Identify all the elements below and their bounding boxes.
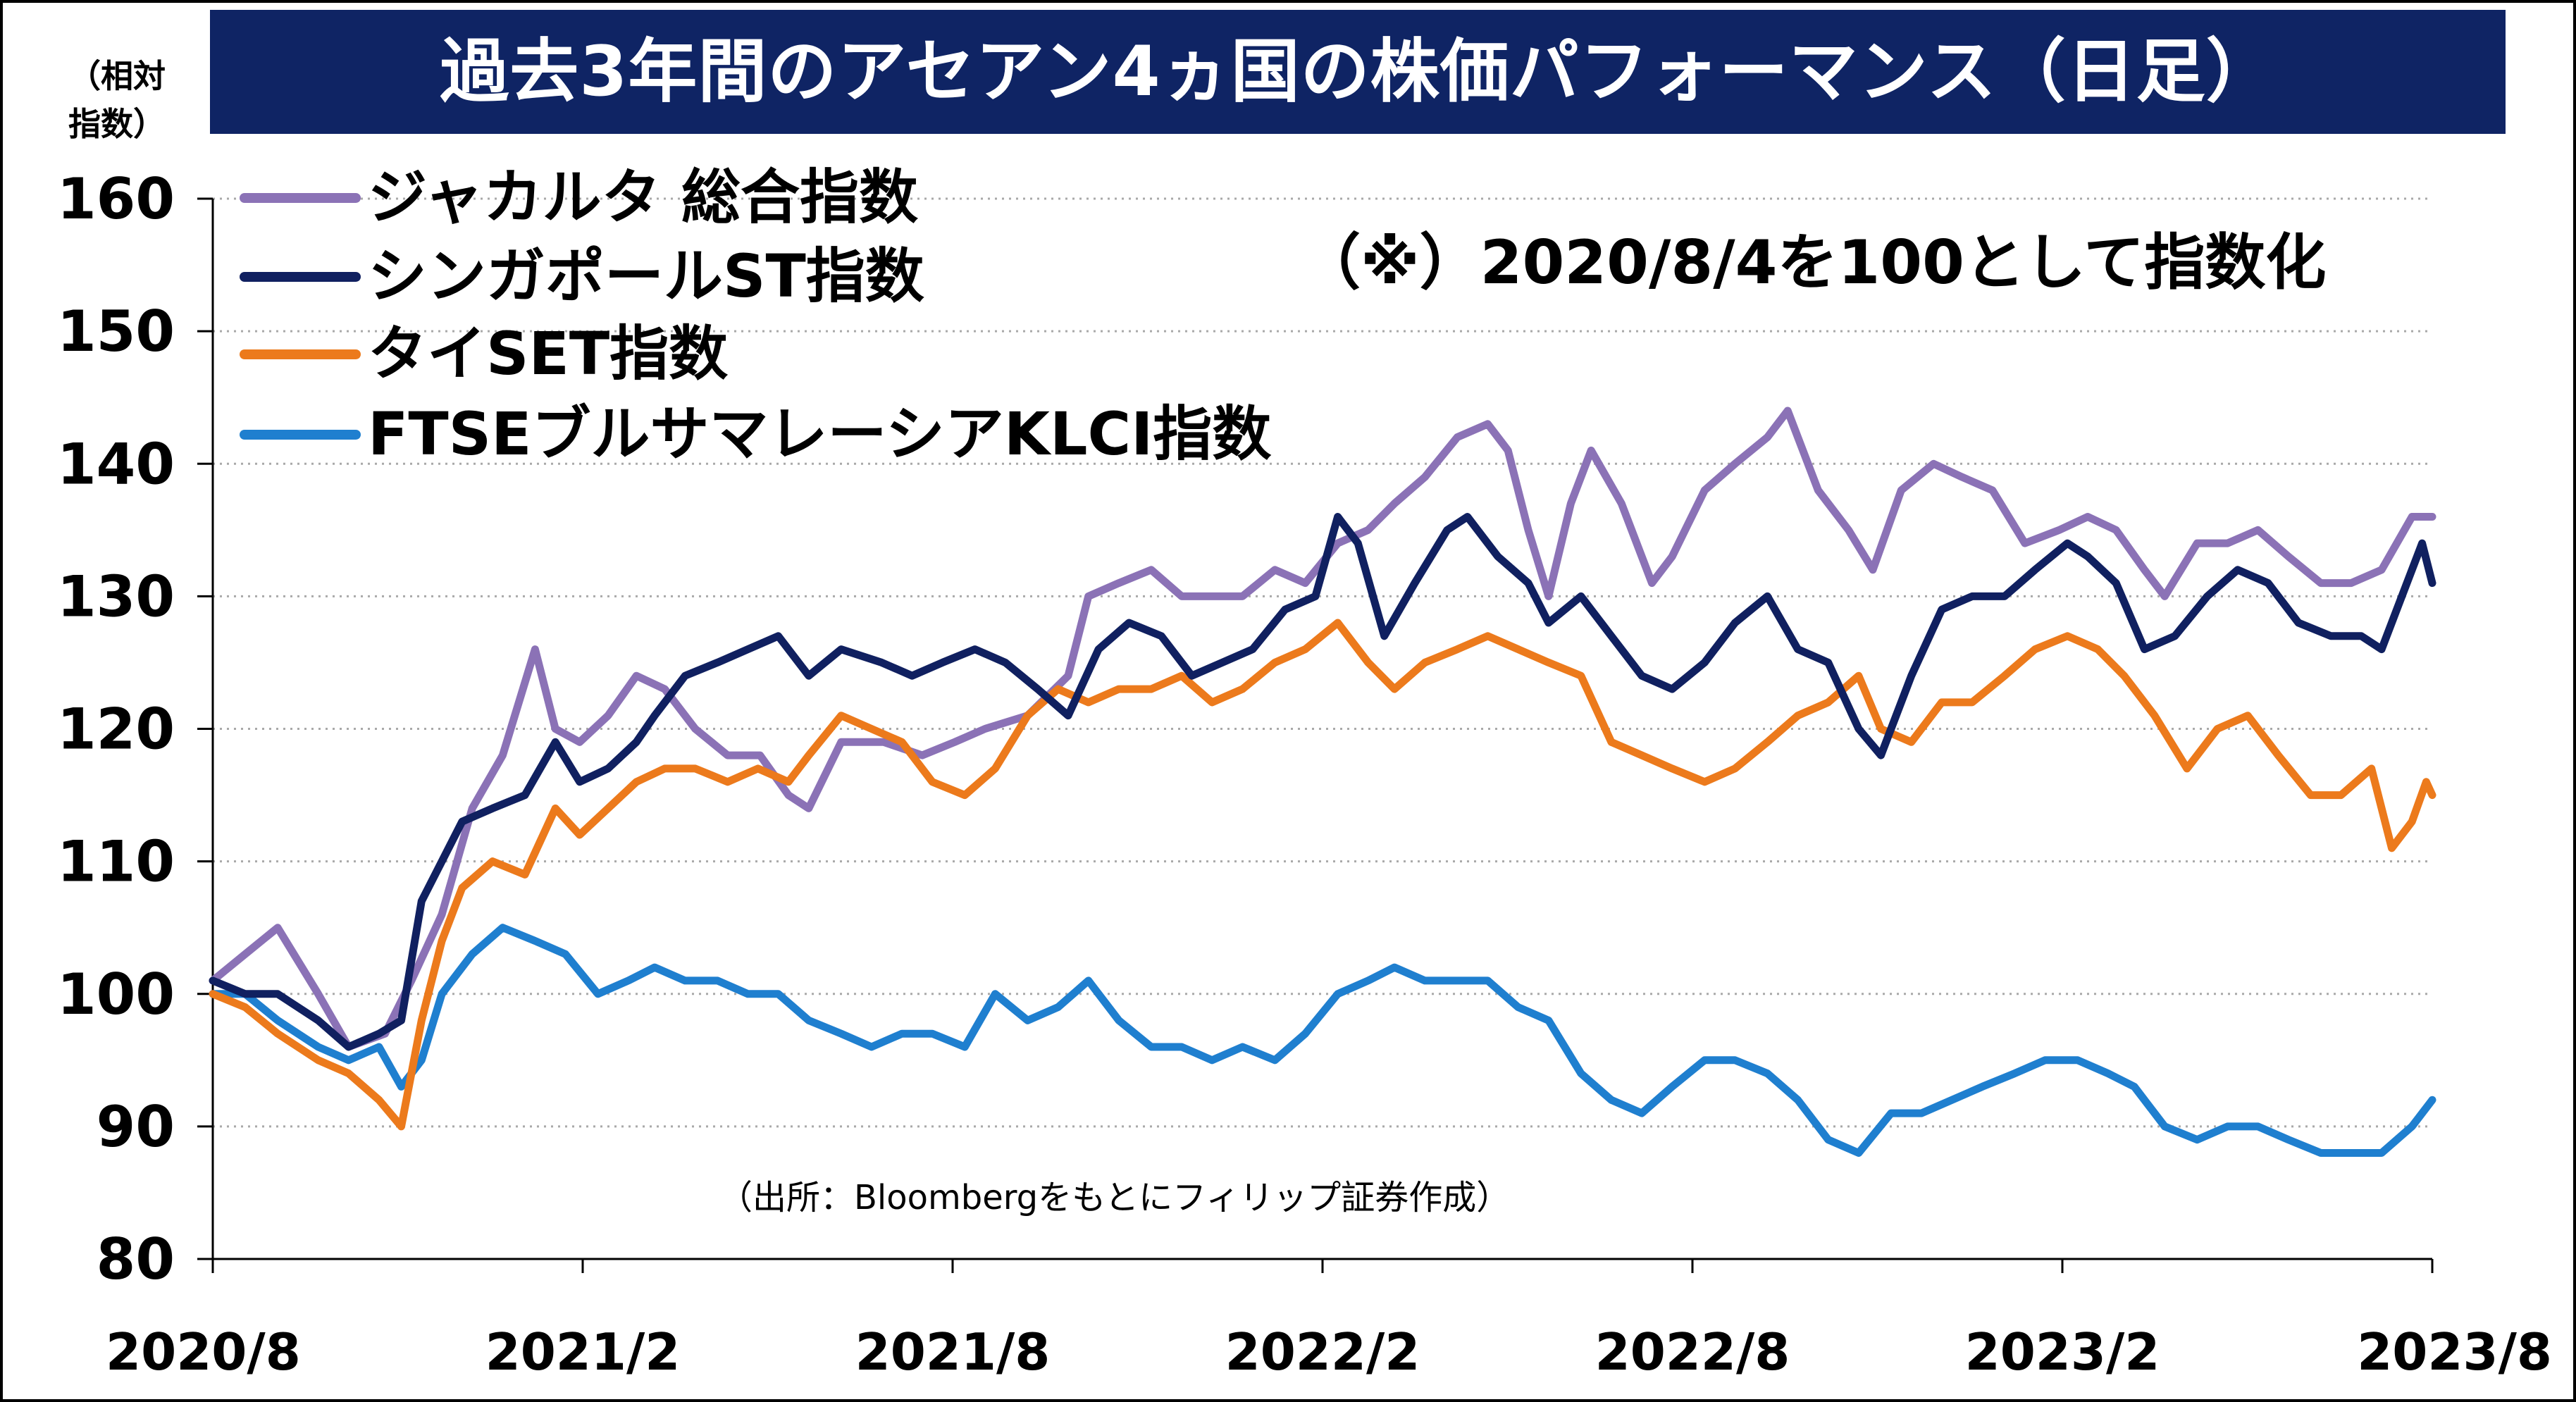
x-tick-label: 2023/2 — [1965, 1322, 2160, 1382]
chart-title: 過去3年間のアセアン4ヵ国の株価パフォーマンス（日足） — [210, 10, 2506, 134]
y-tick-label: 130 — [57, 564, 175, 629]
legend-label-singapore: シンガポールST指数 — [368, 242, 924, 311]
axes — [197, 197, 2434, 1273]
y-axis-unit-line-2: 指数） — [68, 105, 166, 143]
x-tick-label: 2023/8 — [2357, 1322, 2552, 1382]
series-line-jakarta — [209, 407, 2436, 1051]
y-tick-label: 90 — [97, 1094, 175, 1160]
series-line-singapore — [209, 513, 2436, 1051]
y-tick-label: 120 — [57, 697, 175, 762]
index-base-note: （※）2020/8/4を100として指数化 — [1300, 228, 2327, 298]
x-tick-label: 2021/2 — [485, 1322, 681, 1382]
x-tick-label: 2022/2 — [1225, 1322, 1420, 1382]
legend-swatch-malaysia — [240, 430, 361, 440]
series-lines — [209, 407, 2436, 1157]
x-tick-label: 2022/8 — [1595, 1322, 1790, 1382]
legend-swatch-singapore — [240, 272, 361, 282]
legend-label-malaysia: FTSEブルサマレーシアKLCI指数 — [368, 399, 1272, 469]
y-tick-label: 100 — [57, 962, 175, 1027]
y-tick-label: 160 — [57, 166, 175, 232]
y-tick-label: 110 — [57, 829, 175, 895]
y-tick-label: 150 — [57, 299, 175, 364]
legend-swatch-jakarta — [240, 193, 361, 203]
legend-swatch-thai — [240, 349, 361, 359]
x-tick-labels: 2020/8 2021/2 2021/8 2022/2 2022/8 2023/2 2023… — [106, 1322, 2552, 1382]
y-axis-unit-line-1: （相対 — [68, 57, 166, 95]
y-tick-labels: 160 150 140 130 120 110 100 90 80 — [57, 166, 175, 1292]
legend-label-thai: タイSET指数 — [368, 319, 729, 388]
series-line-malaysia — [209, 924, 2436, 1157]
source-note: （出所：Bloombergをもとにフィリップ証券作成） — [719, 1178, 1511, 1217]
x-tick-label: 2021/8 — [855, 1322, 1051, 1382]
x-tick-label: 2020/8 — [106, 1322, 301, 1382]
y-tick-label: 80 — [97, 1227, 175, 1292]
y-tick-label: 140 — [57, 431, 175, 497]
series-line-thai — [209, 619, 2436, 1131]
legend-label-jakarta: ジャカルタ 総合指数 — [368, 163, 919, 232]
y-axis-unit: （相対 指数） — [61, 52, 173, 148]
